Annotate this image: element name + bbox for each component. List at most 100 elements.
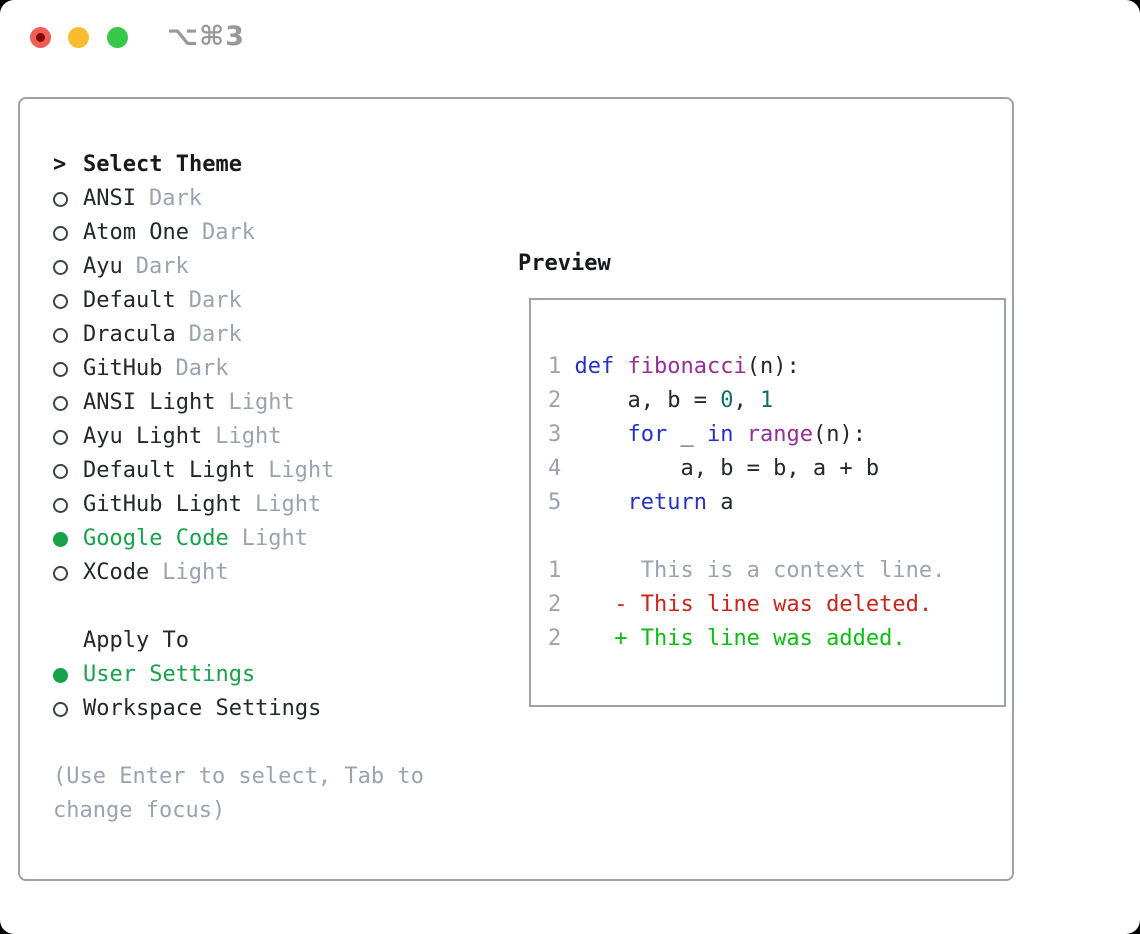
radio-selected-icon bbox=[53, 667, 68, 683]
line-number: 4 bbox=[548, 456, 562, 481]
zoom-button[interactable] bbox=[107, 27, 128, 48]
blank-line bbox=[548, 520, 1004, 554]
theme-variant: Dark bbox=[188, 322, 242, 347]
code-line-4: 4 a, b = b, a + b bbox=[548, 452, 1004, 486]
theme-name: Default bbox=[83, 288, 176, 313]
theme-list: ANSI Dark Atom One Dark Ayu Dark Default Dark Dr… bbox=[40, 182, 500, 590]
theme-name: Dracula bbox=[83, 322, 176, 347]
theme-option-default-dark[interactable]: Default Dark bbox=[40, 284, 500, 318]
token-pl: (n): bbox=[746, 354, 800, 379]
hint-text: (Use Enter to select, Tab to change focu… bbox=[53, 764, 424, 823]
select-theme-header: > Select Theme bbox=[40, 148, 500, 182]
token-pl: _ bbox=[667, 422, 707, 447]
theme-variant: Light bbox=[228, 390, 295, 415]
apply-to-section: Apply To User Settings Workspace Settings bbox=[40, 624, 500, 726]
theme-name: Default Light bbox=[83, 458, 256, 483]
apply-option-workspace-settings[interactable]: Workspace Settings bbox=[40, 692, 500, 726]
prompt-icon: > bbox=[53, 152, 67, 177]
theme-option-github-light-light[interactable]: GitHub Light Light bbox=[40, 488, 500, 522]
radio-icon bbox=[53, 225, 68, 241]
theme-option-atom-one-dark[interactable]: Atom One Dark bbox=[40, 216, 500, 250]
code-line-5: 5 return a bbox=[548, 486, 1004, 520]
diff-text: This is a context line. bbox=[614, 558, 946, 583]
radio-icon bbox=[53, 361, 68, 377]
theme-option-github-dark[interactable]: GitHub Dark bbox=[40, 352, 500, 386]
radio-icon bbox=[53, 191, 68, 207]
theme-option-default-light-light[interactable]: Default Light Light bbox=[40, 454, 500, 488]
line-number: 3 bbox=[548, 422, 562, 447]
minimize-button[interactable] bbox=[68, 27, 89, 48]
token-pl: a, b = bbox=[574, 388, 721, 413]
code-line-2: 2 a, b = 0, 1 bbox=[548, 384, 1004, 418]
line-number: 2 bbox=[548, 388, 562, 413]
theme-option-ansi-dark[interactable]: ANSI Dark bbox=[40, 182, 500, 216]
token-fn: range bbox=[746, 422, 813, 447]
line-number: 2 bbox=[548, 592, 562, 617]
theme-name: Ayu Light bbox=[83, 424, 203, 449]
theme-name: ANSI Light bbox=[83, 390, 216, 415]
theme-option-ayu-dark[interactable]: Ayu Dark bbox=[40, 250, 500, 284]
token-num: 1 bbox=[759, 388, 774, 413]
token-kw: return bbox=[627, 490, 707, 515]
theme-name: GitHub Light bbox=[83, 492, 242, 517]
token-pl bbox=[575, 490, 628, 515]
line-number: 2 bbox=[548, 626, 562, 651]
radio-selected-icon bbox=[53, 531, 68, 547]
theme-option-google-code-light[interactable]: Google Code Light bbox=[40, 522, 500, 556]
close-button[interactable] bbox=[30, 27, 51, 48]
theme-variant: Dark bbox=[175, 356, 229, 381]
theme-variant: Light bbox=[254, 492, 322, 517]
theme-variant: Light bbox=[241, 526, 308, 551]
apply-to-label: Apply To bbox=[83, 628, 189, 653]
theme-variant: Dark bbox=[148, 186, 202, 211]
theme-option-xcode-light[interactable]: XCode Light bbox=[40, 556, 500, 590]
radio-icon bbox=[53, 259, 68, 275]
apply-to-header: Apply To bbox=[40, 624, 500, 658]
token-pl: , bbox=[733, 388, 760, 413]
diff-text: - This line was deleted. bbox=[614, 592, 933, 617]
theme-name: GitHub bbox=[83, 356, 163, 381]
diff-text: + This line was added. bbox=[614, 626, 906, 651]
theme-variant: Dark bbox=[201, 220, 255, 245]
line-number: 5 bbox=[548, 490, 562, 515]
preview-label: Preview bbox=[518, 251, 611, 276]
diff-block: 1 This is a context line. 2 - This line w… bbox=[548, 554, 1004, 656]
code-line-3: 3 for _ in range(n): bbox=[548, 418, 1004, 452]
theme-variant: Light bbox=[268, 458, 335, 483]
theme-variant: Light bbox=[162, 560, 229, 585]
token-kw: in bbox=[706, 422, 734, 447]
token-pl: a, b = b, a + b bbox=[574, 456, 880, 481]
apply-option-user-settings[interactable]: User Settings bbox=[40, 658, 500, 692]
unsaved-dot-icon bbox=[36, 33, 45, 42]
theme-picker-panel: > Select Theme ANSI Dark Atom One Dark Ayu Da… bbox=[18, 97, 1014, 881]
code-line-1: 1 def fibonacci(n): bbox=[548, 350, 1004, 384]
token-pl bbox=[575, 422, 628, 447]
token-pl: a bbox=[706, 490, 734, 515]
theme-option-ayu-light-light[interactable]: Ayu Light Light bbox=[40, 420, 500, 454]
token-pl bbox=[733, 422, 746, 447]
theme-name: ANSI bbox=[83, 186, 136, 211]
line-number: 1 bbox=[548, 558, 562, 583]
select-theme-label: Select Theme bbox=[83, 152, 242, 177]
theme-option-dracula-dark[interactable]: Dracula Dark bbox=[40, 318, 500, 352]
diff-line-deleted: 2 - This line was deleted. bbox=[548, 588, 1004, 622]
theme-name: Google Code bbox=[83, 526, 229, 551]
theme-variant: Dark bbox=[135, 254, 189, 279]
radio-icon bbox=[53, 497, 68, 513]
apply-option-label: Workspace Settings bbox=[83, 696, 322, 721]
apply-options-list: User Settings Workspace Settings bbox=[40, 658, 500, 726]
theme-option-ansi-light-light[interactable]: ANSI Light Light bbox=[40, 386, 500, 420]
token-num: 0 bbox=[720, 388, 734, 413]
radio-icon bbox=[53, 565, 68, 581]
radio-icon bbox=[53, 463, 68, 479]
window-title: ⌥⌘3 bbox=[167, 21, 245, 52]
theme-name: Ayu bbox=[83, 254, 123, 279]
theme-variant: Dark bbox=[188, 288, 242, 313]
token-kw: for bbox=[627, 422, 668, 447]
theme-name: XCode bbox=[83, 560, 150, 585]
diff-line-added: 2 + This line was added. bbox=[548, 622, 1004, 656]
line-number: 1 bbox=[548, 354, 562, 379]
token-pl: (n): bbox=[812, 422, 866, 447]
